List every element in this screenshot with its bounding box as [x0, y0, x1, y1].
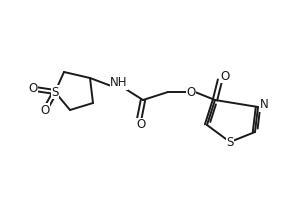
- Text: S: S: [51, 86, 59, 98]
- Text: O: O: [220, 70, 230, 82]
- Text: O: O: [40, 104, 50, 116]
- Text: O: O: [28, 82, 38, 95]
- Text: S: S: [226, 136, 234, 150]
- Text: O: O: [186, 86, 196, 98]
- Text: N: N: [260, 98, 268, 112]
- Text: O: O: [136, 118, 146, 132]
- Text: NH: NH: [110, 76, 128, 90]
